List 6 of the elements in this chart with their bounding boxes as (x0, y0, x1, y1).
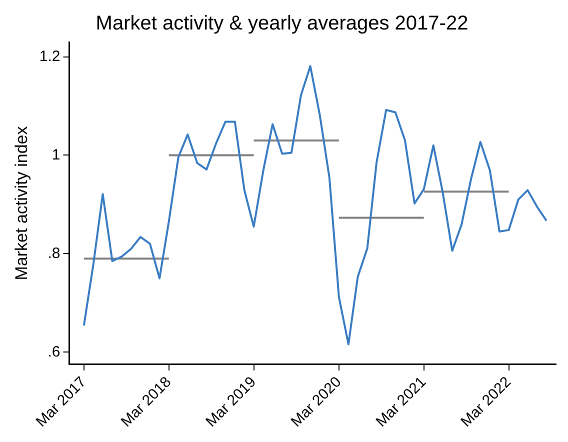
y-tick-label: .6 (48, 343, 60, 360)
y-tick-label: .8 (48, 244, 60, 262)
chart-title: Market activity & yearly averages 2017-22 (96, 12, 468, 35)
y-tick-label: 1 (52, 146, 60, 164)
y-tick-label: 1.2 (39, 48, 60, 65)
y-axis-title: Market activity index (12, 126, 31, 280)
